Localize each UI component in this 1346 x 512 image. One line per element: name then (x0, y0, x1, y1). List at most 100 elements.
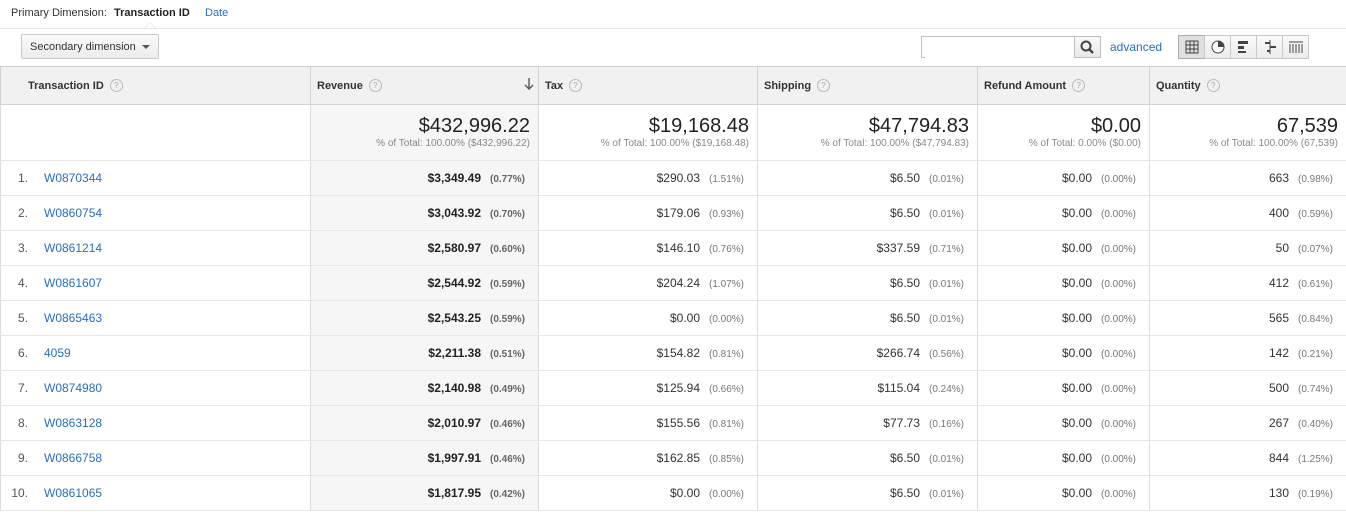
transaction-id-link[interactable]: W0870344 (44, 171, 103, 185)
quantity-value: 400 (1268, 206, 1289, 220)
tax-value: $0.00 (669, 311, 700, 325)
revenue-value: $3,349.49 (427, 171, 481, 185)
pivot-view-button[interactable] (1282, 35, 1309, 59)
transaction-id-link[interactable]: W0861214 (44, 241, 103, 255)
quantity-cell: 663 (0.98%) (1149, 160, 1346, 196)
search-input[interactable] (925, 38, 1074, 58)
transaction-id-cell: 2. W0860754 (0, 195, 311, 231)
shipping-percent: (0.01%) (929, 314, 965, 325)
transaction-id-link[interactable]: W0861607 (44, 276, 103, 290)
quantity-value: 844 (1268, 451, 1289, 465)
column-header-revenue[interactable]: Revenue? (310, 66, 539, 105)
row-index: 9. (17, 451, 28, 465)
refund-cell: $0.00 (0.00%) (977, 160, 1150, 196)
refund-value: $0.00 (1061, 451, 1092, 465)
help-icon: ? (109, 79, 123, 92)
revenue-value: $1,997.91 (427, 451, 481, 465)
column-header-tax[interactable]: Tax? (538, 66, 758, 105)
shipping-value: $6.50 (889, 171, 920, 185)
shipping-cell: $6.50 (0.01%) (757, 300, 978, 336)
quantity-cell: 400 (0.59%) (1149, 195, 1346, 231)
tax-value: $155.56 (656, 416, 700, 430)
table-row: 5. W0865463 $2,543.25 (0.59%) $0.00 (0.00%) $6… (0, 300, 1346, 336)
refund-cell: $0.00 (0.00%) (977, 440, 1150, 476)
revenue-percent: (0.77%) (490, 174, 526, 185)
pie-view-button[interactable] (1204, 35, 1231, 59)
transaction-id-link[interactable]: W0865463 (44, 311, 103, 325)
transaction-id-cell: 4. W0861607 (0, 265, 311, 301)
secondary-dimension-dropdown[interactable]: Secondary dimension (21, 34, 159, 59)
shipping-value: $266.74 (876, 346, 920, 360)
revenue-percent: (0.70%) (490, 209, 526, 220)
primary-dimension-option-date[interactable]: Date (205, 7, 229, 19)
shipping-percent: (0.01%) (929, 279, 965, 290)
search-button[interactable] (1074, 36, 1101, 58)
table-row: 2. W0860754 $3,043.92 (0.70%) $179.06 (0.93%)… (0, 195, 1346, 231)
transaction-id-link[interactable]: 4059 (44, 346, 71, 360)
transaction-id-link[interactable]: W0874980 (44, 381, 103, 395)
column-header-quantity[interactable]: Quantity? (1149, 66, 1346, 105)
column-header-refund-amount[interactable]: Refund Amount? (977, 66, 1150, 105)
tax-cell: $0.00 (0.00%) (538, 300, 758, 336)
revenue-value: $2,140.98 (427, 381, 481, 395)
transaction-id-cell: 3. W0861214 (0, 230, 311, 266)
tax-cell: $179.06 (0.93%) (538, 195, 758, 231)
quantity-percent: (1.25%) (1298, 454, 1334, 465)
shipping-cell: $6.50 (0.01%) (757, 160, 978, 196)
transaction-id-link[interactable]: W0863128 (44, 416, 103, 430)
table-row: 10. W0861065 $1,817.95 (0.42%) $0.00 (0.00%) $… (0, 475, 1346, 511)
table-row: 8. W0863128 $2,010.97 (0.46%) $155.56 (0.81%)… (0, 405, 1346, 441)
transaction-id-cell: 10. W0861065 (0, 475, 311, 511)
tax-percent: (0.66%) (709, 384, 745, 395)
tax-percent: (0.00%) (709, 489, 745, 500)
transaction-id-link[interactable]: W0860754 (44, 206, 103, 220)
revenue-value: $2,580.97 (427, 241, 481, 255)
tax-cell: $125.94 (0.66%) (538, 370, 758, 406)
total-shipping: $47,794.83 % of Total: 100.00% ($47,794.… (757, 104, 978, 161)
tax-percent: (0.85%) (709, 454, 745, 465)
quantity-percent: (0.07%) (1298, 244, 1334, 255)
sort-descending-icon (524, 78, 534, 90)
primary-dimension-current[interactable]: Transaction ID (114, 7, 190, 19)
shipping-cell: $337.59 (0.71%) (757, 230, 978, 266)
transaction-id-link[interactable]: W0866758 (44, 451, 103, 465)
pie-chart-icon (1211, 40, 1224, 54)
revenue-percent: (0.42%) (490, 489, 526, 500)
column-header-shipping[interactable]: Shipping? (757, 66, 978, 105)
table-row: 3. W0861214 $2,580.97 (0.60%) $146.10 (0.76%)… (0, 230, 1346, 266)
row-index: 7. (17, 381, 28, 395)
row-index: 6. (17, 346, 28, 360)
refund-percent: (0.00%) (1101, 174, 1137, 185)
quantity-percent: (0.98%) (1298, 174, 1334, 185)
quantity-percent: (0.40%) (1298, 419, 1334, 430)
shipping-cell: $77.73 (0.16%) (757, 405, 978, 441)
revenue-cell: $2,140.98 (0.49%) (310, 370, 539, 406)
shipping-value: $6.50 (889, 206, 920, 220)
revenue-value: $1,817.95 (427, 486, 481, 500)
quantity-percent: (0.61%) (1298, 279, 1334, 290)
comparison-view-button[interactable] (1256, 35, 1283, 59)
revenue-percent: (0.49%) (490, 384, 526, 395)
shipping-percent: (0.56%) (929, 349, 965, 360)
help-icon: ? (1072, 79, 1086, 92)
advanced-filter-link[interactable]: advanced (1110, 40, 1163, 54)
revenue-percent: (0.59%) (490, 279, 526, 290)
table-view-button[interactable] (1178, 35, 1205, 59)
shipping-percent: (0.01%) (929, 489, 965, 500)
refund-cell: $0.00 (0.00%) (977, 475, 1150, 511)
quantity-value: 412 (1268, 276, 1289, 290)
table-header-row: Transaction ID? Revenue? Tax? Shipping? … (0, 66, 1346, 105)
transaction-id-cell: 1. W0870344 (0, 160, 311, 196)
view-switcher (1178, 35, 1309, 59)
row-index: 3. (17, 241, 28, 255)
performance-view-button[interactable] (1230, 35, 1257, 59)
help-icon: ? (569, 79, 583, 92)
total-refund: $0.00 % of Total: 0.00% ($0.00) (977, 104, 1150, 161)
transaction-id-cell: 8. W0863128 (0, 405, 311, 441)
table-row: 7. W0874980 $2,140.98 (0.49%) $125.94 (0.66%)… (0, 370, 1346, 406)
quantity-value: 142 (1268, 346, 1289, 360)
tax-cell: $0.00 (0.00%) (538, 475, 758, 511)
tax-cell: $204.24 (1.07%) (538, 265, 758, 301)
transaction-id-link[interactable]: W0861065 (44, 486, 103, 500)
column-header-transaction-id[interactable]: Transaction ID? (0, 66, 311, 105)
